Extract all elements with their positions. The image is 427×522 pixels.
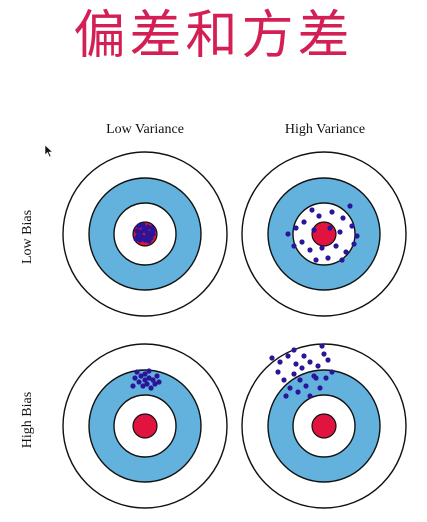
shot-dot: [145, 234, 151, 240]
shot-dot: [329, 209, 335, 215]
shot-dot: [329, 369, 335, 375]
shot-dot: [133, 236, 139, 242]
shot-dot: [299, 239, 305, 245]
shot-dot: [291, 371, 297, 377]
shot-dot: [293, 361, 299, 367]
page-title: 偏差和方差: [73, 6, 354, 66]
bullseye: [311, 221, 337, 247]
shot-dot: [137, 237, 143, 243]
shot-dot: [285, 231, 291, 237]
shot-dot: [325, 255, 331, 261]
shot-dot: [130, 383, 136, 389]
shot-dot: [349, 223, 355, 229]
shot-dot: [154, 373, 160, 379]
shot-dot: [309, 207, 315, 213]
shot-dot: [291, 347, 297, 353]
shot-dot: [152, 381, 158, 387]
shot-dot: [132, 375, 138, 381]
shot-dot: [142, 377, 148, 383]
shot-dot: [146, 368, 152, 374]
shot-dot: [337, 229, 343, 235]
shot-dot: [144, 381, 150, 387]
shot-dot: [285, 353, 291, 359]
column-label-low-variance: Low Variance: [106, 122, 184, 137]
shot-dot: [307, 247, 313, 253]
shot-dot: [140, 222, 146, 228]
shot-dot: [303, 383, 309, 389]
shot-dot: [146, 238, 152, 244]
shot-dot: [142, 371, 148, 377]
shot-dot: [307, 359, 313, 365]
shot-dot: [136, 223, 142, 229]
shot-dot: [283, 393, 289, 399]
shot-dot: [140, 383, 146, 389]
shot-dot: [299, 365, 305, 371]
target-high-bias-high-variance: [241, 343, 407, 509]
shot-dot: [307, 393, 313, 399]
shot-dot: [340, 215, 346, 221]
shot-dot: [301, 353, 307, 359]
shot-dot: [327, 225, 333, 231]
shot-dot: [347, 203, 353, 209]
shot-dot: [146, 375, 152, 381]
shot-dot: [297, 377, 303, 383]
shot-dot: [313, 257, 319, 263]
shot-dot: [339, 257, 345, 263]
shot-dot: [293, 225, 299, 231]
shot-dot: [136, 379, 142, 385]
shot-dot: [269, 355, 275, 361]
shot-dot: [287, 385, 293, 391]
shot-dot: [315, 363, 321, 369]
shot-dot: [275, 369, 281, 375]
shot-dot: [311, 227, 317, 233]
shot-dot: [134, 228, 140, 234]
shot-dot: [291, 243, 297, 249]
shot-dot: [333, 243, 339, 249]
target-high-bias-low-variance: [62, 343, 228, 509]
arrow-cursor-icon: [44, 144, 54, 158]
shot-dot: [141, 226, 147, 232]
shot-dot: [317, 385, 323, 391]
shot-dot: [148, 385, 154, 391]
shot-dot: [150, 377, 156, 383]
shot-dot: [145, 224, 151, 230]
shot-dot: [319, 245, 325, 251]
bullseye: [132, 413, 158, 439]
shot-dot: [323, 375, 329, 381]
shot-dot: [301, 219, 307, 225]
shot-dot: [325, 357, 331, 363]
shot-dot: [277, 359, 283, 365]
target-low-bias-high-variance: [241, 151, 407, 317]
shot-dot: [295, 389, 301, 395]
shot-dot: [156, 379, 162, 385]
shot-dot: [138, 373, 144, 379]
column-label-high-variance: High Variance: [284, 122, 366, 137]
bullseye: [311, 413, 337, 439]
shot-dot: [281, 377, 287, 383]
shot-dot: [321, 351, 327, 357]
shot-dot: [343, 249, 349, 255]
shot-dot: [351, 241, 357, 247]
shot-dot: [354, 233, 360, 239]
shot-dot: [134, 369, 140, 375]
shot-dot: [313, 375, 319, 381]
shot-dot: [319, 343, 325, 349]
target-low-bias-low-variance: [62, 151, 228, 317]
shot-dot: [150, 228, 156, 234]
shot-dot: [316, 213, 322, 219]
